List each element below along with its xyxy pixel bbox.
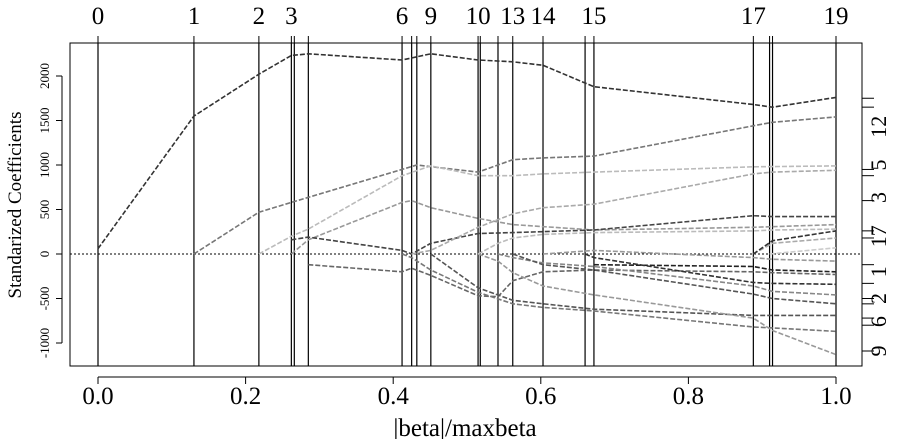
series-5-line xyxy=(291,214,836,255)
series-14-line xyxy=(542,249,837,262)
series-18-line xyxy=(752,230,837,255)
top-step-label: 10 xyxy=(466,3,491,30)
right-variable-label: 12 xyxy=(866,116,891,138)
series-2-line xyxy=(193,116,837,255)
right-variable-label: 2 xyxy=(866,293,891,304)
top-step-label: 6 xyxy=(396,3,409,30)
right-variable-label: 1 xyxy=(866,266,891,277)
series-1-line xyxy=(97,52,837,250)
plot-frame xyxy=(69,42,863,367)
right-variable-label: 17 xyxy=(866,225,891,247)
x-tick-label: 0.6 xyxy=(525,383,556,410)
y-tick-label: 1500 xyxy=(37,108,52,134)
top-step-label: 15 xyxy=(581,3,606,30)
x-tick-label: 0.8 xyxy=(673,383,704,410)
y-axis: -1000 -500 0 500 1000 1500 2000 xyxy=(37,63,63,358)
y-tick-label: 500 xyxy=(37,200,52,220)
series-19-line xyxy=(769,247,837,255)
series-13-line xyxy=(512,253,837,305)
right-variable-label: 9 xyxy=(866,346,891,357)
series-12-line xyxy=(497,253,837,296)
x-tick-label: 0.2 xyxy=(230,383,261,410)
top-step-label: 17 xyxy=(741,3,766,30)
series-10-line xyxy=(477,253,837,356)
y-tick-label: 0 xyxy=(37,251,52,258)
top-step-label: 1 xyxy=(188,3,201,30)
x-tick-label: 1.0 xyxy=(820,383,851,410)
y-tick-label: 1000 xyxy=(37,152,52,178)
top-step-label: 0 xyxy=(92,3,105,30)
top-step-label: 3 xyxy=(285,3,298,30)
series-8-line xyxy=(411,169,837,255)
y-axis-label: Standarized Coefficients xyxy=(5,112,26,299)
top-step-label: 9 xyxy=(425,3,438,30)
y-tick-label: -500 xyxy=(37,287,52,311)
x-tick-label: 0.4 xyxy=(378,383,410,410)
series-11-line xyxy=(477,228,837,255)
y-tick-label: 2000 xyxy=(37,63,52,89)
top-step-label: 19 xyxy=(824,3,849,30)
series-7-line xyxy=(401,253,837,333)
right-variable-label: 6 xyxy=(866,316,891,327)
series-paths xyxy=(97,52,837,356)
series-3-line xyxy=(258,165,837,255)
x-axis: 0.0 0.2 0.4 0.6 0.8 1.0 xyxy=(82,376,852,410)
y-tick-label: -1000 xyxy=(37,328,52,358)
series-9-line xyxy=(430,253,836,317)
series-16-line xyxy=(584,253,837,286)
top-step-label: 2 xyxy=(253,3,266,30)
top-step-label: 14 xyxy=(531,3,557,30)
series-15-line xyxy=(593,263,837,273)
x-tick-label: 0.0 xyxy=(82,383,113,410)
top-step-label: 13 xyxy=(500,3,525,30)
step-lines xyxy=(97,43,837,366)
top-step-axis: 0 1 2 3 6 9 10 13 14 15 17 19 xyxy=(92,3,849,43)
right-variable-label: 5 xyxy=(866,160,891,171)
series-4-line xyxy=(290,199,837,255)
x-axis-label: |beta|/maxbeta xyxy=(393,415,536,439)
right-variable-label: 3 xyxy=(866,192,891,203)
series-6-line xyxy=(308,263,837,298)
